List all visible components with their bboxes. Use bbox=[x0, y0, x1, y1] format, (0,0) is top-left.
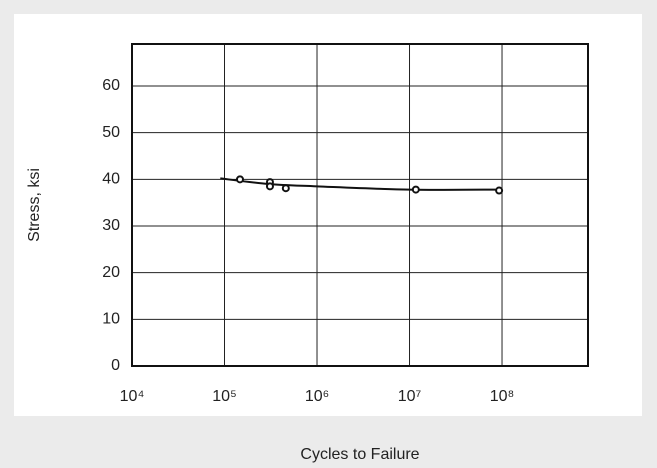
x-tick-label: 10⁷ bbox=[398, 388, 422, 405]
plot-frame bbox=[131, 43, 589, 367]
x-tick-label: 10⁸ bbox=[490, 388, 515, 405]
y-tick-label: 50 bbox=[102, 124, 120, 141]
x-tick-label: 10⁶ bbox=[305, 388, 329, 405]
y-tick-label: 20 bbox=[102, 264, 120, 281]
data-point bbox=[281, 184, 290, 193]
y-tick-label: 10 bbox=[102, 311, 120, 328]
y-tick-label: 30 bbox=[102, 217, 120, 234]
fit-curve bbox=[220, 177, 503, 191]
data-point bbox=[495, 186, 504, 195]
data-point bbox=[411, 185, 420, 194]
y-tick-label: 60 bbox=[102, 77, 120, 94]
data-point bbox=[265, 182, 274, 191]
x-tick-label: 10⁵ bbox=[212, 388, 236, 405]
x-tick-label: 10⁴ bbox=[120, 388, 145, 405]
data-point bbox=[235, 175, 244, 184]
y-axis-label: Stress, ksi bbox=[26, 168, 43, 242]
y-tick-label: 0 bbox=[111, 357, 120, 374]
chart-panel bbox=[14, 14, 642, 416]
y-tick-label: 40 bbox=[102, 171, 120, 188]
x-axis-label: Cycles to Failure bbox=[300, 446, 419, 463]
